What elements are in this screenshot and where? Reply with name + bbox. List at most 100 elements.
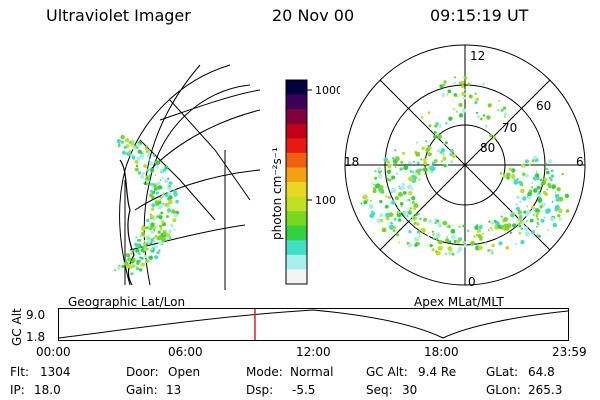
aurora-speck: [415, 213, 418, 217]
aurora-speck: [531, 186, 534, 189]
aurora-speck: [551, 184, 556, 190]
aurora-speck: [431, 230, 434, 233]
aurora-speck: [401, 183, 406, 187]
aurora-speck: [486, 115, 490, 119]
aurora-speck: [139, 235, 142, 237]
aurora-speck: [425, 147, 431, 153]
aurora-speck: [363, 200, 368, 205]
aurora-speck: [378, 185, 384, 190]
aurora-speck: [550, 174, 555, 178]
flt-value: 1304: [40, 365, 71, 379]
aurora-speck: [406, 198, 409, 202]
aurora-speck: [392, 162, 395, 165]
aurora-speck: [487, 229, 490, 232]
aurora-speck: [546, 168, 548, 170]
aurora-speck: [143, 163, 147, 168]
aurora-speck: [478, 245, 483, 250]
aurora-speck: [546, 208, 551, 214]
aurora-speck: [428, 124, 432, 128]
aurora-speck: [525, 213, 529, 217]
aurora-speck: [146, 168, 150, 172]
aurora-speck: [146, 181, 149, 185]
aurora-speck: [413, 172, 416, 175]
orbit-ymax: 9.0: [26, 308, 46, 322]
aurora-speck: [123, 145, 127, 149]
colorbar-swatch: [286, 109, 307, 125]
glat-value: 64.8: [528, 365, 555, 379]
aurora-speck: [151, 203, 156, 208]
aurora-speck: [138, 238, 142, 242]
aurora-speck: [394, 196, 399, 201]
aurora-speck: [406, 215, 409, 218]
aurora-speck: [156, 215, 159, 218]
aurora-speck: [413, 203, 419, 209]
aurora-speck: [531, 159, 535, 163]
aurora-speck: [557, 208, 563, 214]
aurora-speck: [546, 188, 548, 191]
aurora-speck: [497, 99, 500, 102]
aurora-speck: [477, 228, 482, 233]
aurora-speck: [385, 212, 390, 218]
colorbar-swatch: [286, 240, 307, 256]
aurora-speck: [520, 188, 525, 194]
aurora-speck: [117, 144, 121, 148]
aurora-speck: [416, 230, 421, 234]
aurora-speck: [165, 232, 171, 237]
aurora-speck: [423, 217, 428, 222]
aurora-speck: [470, 240, 475, 246]
aurora-speck: [379, 218, 384, 223]
orbit-tick-3: 18:00: [424, 345, 459, 359]
aurora-speck: [161, 220, 165, 224]
aurora-speck: [487, 103, 492, 108]
aurora-speck: [414, 243, 418, 248]
aurora-speck: [154, 200, 158, 204]
aurora-speck: [396, 210, 400, 214]
aurora-speck: [166, 215, 169, 218]
aurora-speck: [464, 88, 466, 91]
aurora-speck: [429, 244, 433, 248]
aurora-speck: [391, 175, 396, 180]
aurora-speck: [461, 91, 466, 97]
aurora-speck: [393, 161, 396, 163]
colorbar-swatch: [286, 94, 307, 110]
orbit-axis-label: GC Alt: [10, 308, 24, 346]
aurora-speck: [390, 221, 393, 225]
aurora-speck: [451, 153, 457, 159]
aurora-speck: [479, 225, 483, 229]
aurora-speck: [491, 243, 495, 248]
aurora-speck: [149, 168, 155, 173]
aurora-speck: [453, 81, 456, 85]
aurora-speck: [554, 192, 557, 194]
aurora-speck: [147, 234, 150, 238]
colorbar-tick-100: 100: [315, 194, 336, 207]
mlt-6-label: 6: [576, 155, 584, 169]
aurora-speck: [491, 252, 494, 255]
aurora-speck: [418, 168, 422, 172]
aurora-speck: [395, 233, 400, 237]
aurora-speck: [442, 156, 447, 161]
aurora-speck: [157, 235, 163, 240]
aurora-speck: [374, 170, 377, 173]
aurora-speck: [144, 255, 147, 259]
aurora-speck: [146, 238, 151, 244]
aurora-speck: [513, 179, 519, 185]
aurora-speck: [121, 265, 125, 268]
aurora-speck: [396, 172, 398, 175]
aurora-speck: [143, 246, 148, 251]
aurora-speck: [168, 199, 170, 202]
aurora-speck: [437, 223, 443, 228]
aurora-speck: [154, 240, 156, 243]
aurora-speck: [151, 207, 155, 211]
aurora-speck: [447, 89, 452, 94]
aurora-speck: [123, 261, 129, 266]
aurora-speck: [443, 142, 446, 145]
aurora-speck: [425, 140, 428, 143]
aurora-speck: [173, 228, 176, 232]
aurora-speck: [505, 245, 510, 250]
aurora-speck: [120, 140, 124, 144]
aurora-speck: [168, 237, 172, 240]
aurora-speck: [427, 152, 432, 157]
aurora-speck: [520, 183, 524, 187]
aurora-speck: [385, 195, 388, 198]
aurora-speck: [379, 213, 384, 217]
